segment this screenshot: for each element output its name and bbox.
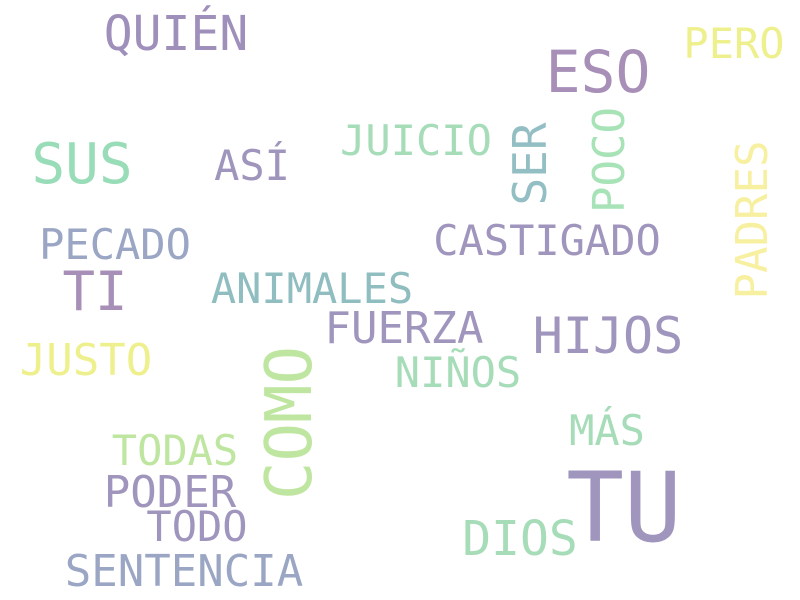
word-todas: TODAS: [111, 426, 239, 475]
word-quien: QUIÉN: [103, 6, 249, 62]
word-juicio: JUICIO: [340, 116, 492, 165]
word-sus: SUS: [31, 132, 133, 197]
word-pecado: PECADO: [39, 220, 191, 269]
word-pero: PERO: [683, 19, 785, 68]
word-padres: PADRES: [727, 140, 778, 300]
word-hijos: HIJOS: [532, 307, 684, 365]
word-ser: SER: [503, 122, 557, 206]
word-ninos: NIÑOS: [394, 348, 522, 397]
word-justo: JUSTO: [19, 335, 153, 386]
word-castigado: CASTIGADO: [433, 216, 661, 265]
word-asi: ASÍ: [214, 141, 290, 190]
word-poder: PODER: [103, 467, 237, 518]
word-como: COMO: [253, 345, 327, 501]
word-eso: ESO: [545, 38, 651, 106]
word-todo: TODO: [146, 502, 248, 551]
word-fuerza: FUERZA: [324, 303, 484, 354]
word-sentencia: SENTENCIA: [64, 546, 304, 597]
word-dios: DIOS: [462, 511, 578, 567]
word-ti: TI: [62, 260, 128, 323]
word-animales: ANIMALES: [210, 264, 414, 313]
word-poco: POCO: [584, 107, 635, 213]
word-tu: TU: [566, 452, 682, 564]
word-mas: MÁS: [569, 406, 645, 455]
